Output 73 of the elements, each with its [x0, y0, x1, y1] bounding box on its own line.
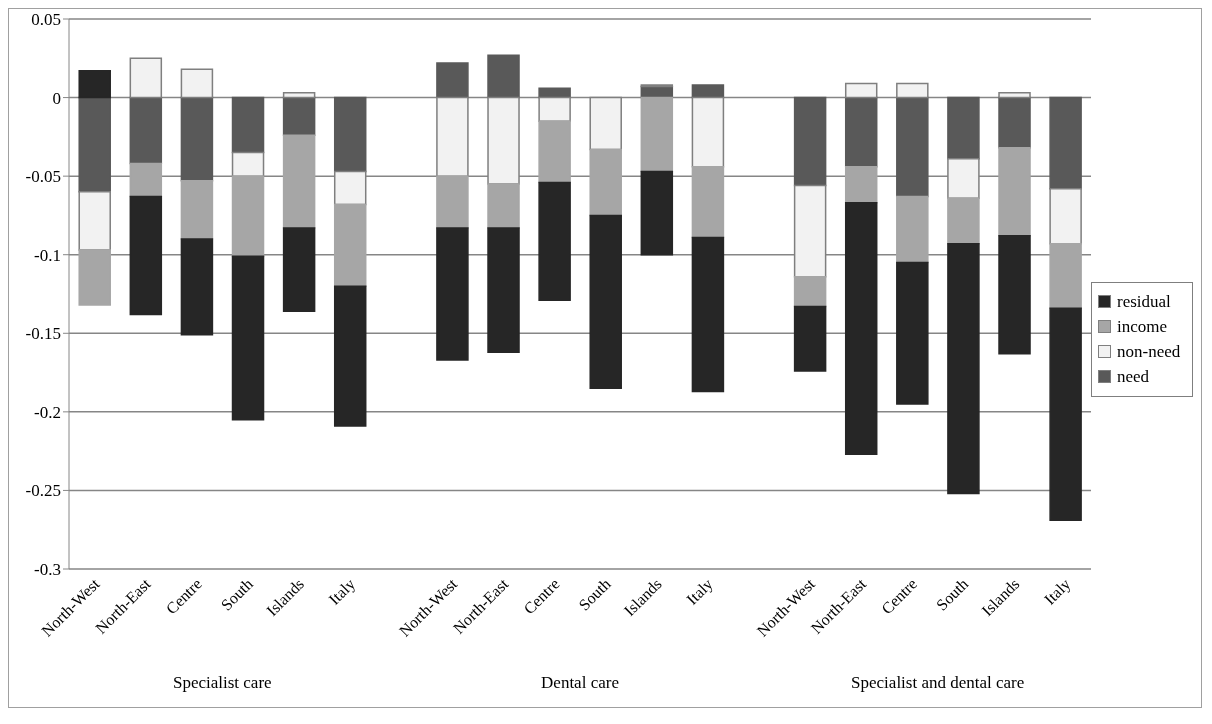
- bar: [998, 147, 1031, 237]
- y-tick-label: 0.05: [31, 10, 61, 30]
- bar: [947, 197, 980, 245]
- bar: [231, 255, 265, 421]
- bar: [947, 96, 980, 160]
- legend-label: residual: [1117, 291, 1171, 312]
- bar: [180, 96, 214, 182]
- bar: [436, 227, 469, 361]
- bar: [487, 227, 520, 353]
- x-tick-label: Italy: [1040, 575, 1075, 609]
- bar: [78, 191, 111, 251]
- bar: [129, 162, 163, 198]
- y-tick-label: 0: [52, 88, 61, 108]
- bar: [538, 87, 571, 99]
- y-tick-label: -0.2: [34, 402, 61, 422]
- bar: [231, 96, 265, 154]
- bar: [78, 70, 111, 99]
- bar: [998, 235, 1031, 355]
- bar: [282, 96, 316, 137]
- bar: [436, 62, 469, 99]
- y-tick-label: -0.15: [25, 324, 61, 344]
- bar: [1049, 242, 1082, 309]
- bar: [436, 175, 469, 229]
- bar: [793, 275, 827, 308]
- bar: [1049, 187, 1082, 245]
- bar: [640, 170, 674, 256]
- y-tick-label: -0.05: [25, 167, 61, 187]
- legend-label: need: [1117, 366, 1150, 387]
- text: Dental care: [540, 673, 620, 693]
- bar: [793, 305, 827, 372]
- bar: [180, 180, 214, 240]
- bar: [691, 165, 725, 239]
- bar: [129, 96, 163, 165]
- bar: [487, 183, 520, 229]
- bar: [793, 96, 827, 187]
- bar: [844, 202, 878, 456]
- bar: [896, 96, 929, 198]
- bar: [589, 214, 622, 390]
- bar: [231, 175, 265, 258]
- bar: [78, 96, 111, 193]
- bar: [844, 165, 878, 204]
- bar: [487, 54, 520, 99]
- bar: [998, 96, 1031, 149]
- bar: [333, 203, 367, 287]
- text: Specialist and dental care: [850, 673, 1026, 693]
- bar: [896, 261, 929, 405]
- bar: [282, 227, 316, 313]
- bar: [180, 238, 214, 336]
- legend-label: non-need: [1117, 341, 1181, 362]
- bar: [691, 236, 725, 393]
- bar: [896, 195, 929, 264]
- bar: [333, 96, 367, 173]
- bar: [1049, 307, 1082, 522]
- bar: [640, 96, 674, 173]
- x-tick-label: Italy: [325, 575, 359, 609]
- y-tick-label: -0.3: [34, 560, 61, 580]
- bar: [333, 285, 367, 427]
- bar: [589, 148, 622, 217]
- legend-label: income: [1117, 316, 1168, 337]
- x-tick-label: Italy: [683, 575, 717, 609]
- bar: [691, 84, 725, 99]
- bar: [947, 242, 980, 495]
- text: Specialist care: [171, 673, 273, 693]
- bar: [538, 120, 571, 184]
- bar: [844, 96, 878, 168]
- bar: [282, 134, 316, 229]
- y-tick-label: -0.25: [25, 481, 61, 501]
- bar: [1049, 96, 1082, 190]
- y-tick-label: -0.1: [34, 245, 61, 265]
- bar: [231, 151, 265, 177]
- bar: [78, 249, 111, 306]
- bar: [538, 181, 571, 302]
- bar: [129, 195, 163, 316]
